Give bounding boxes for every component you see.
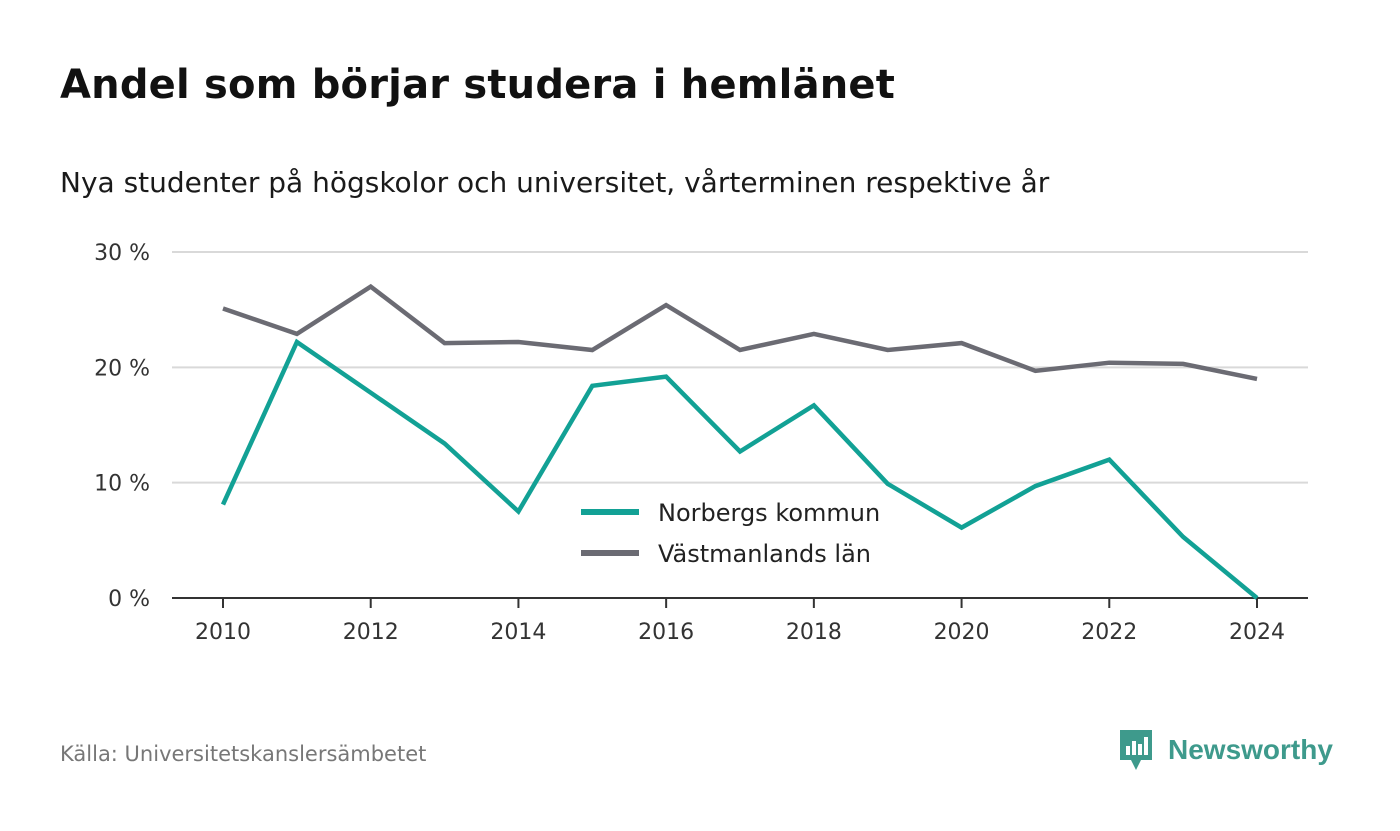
series-line-1 <box>220 338 1259 600</box>
newsworthy-logo-icon <box>1120 730 1152 770</box>
source-note: Källa: Universitetskanslersämbetet <box>60 742 427 766</box>
x-tick-label: 2016 <box>638 620 694 645</box>
y-tick-label: 0 % <box>108 587 150 612</box>
brand-logo: Newsworthy <box>1118 728 1333 772</box>
legend-label-1: Norbergs kommun <box>658 499 880 527</box>
chart-title: Andel som börjar studera i hemlänet <box>60 62 896 108</box>
chart-subtitle: Nya studenter på högskolor och universit… <box>60 166 1050 199</box>
series-line-2 <box>222 283 1258 382</box>
x-tick-label: 2012 <box>343 620 399 645</box>
y-tick-label: 30 % <box>94 241 150 266</box>
x-tick-label: 2014 <box>490 620 546 645</box>
x-tick-label: 2018 <box>786 620 842 645</box>
x-tick-label: 2010 <box>195 620 251 645</box>
y-tick-label: 20 % <box>94 356 150 381</box>
brand-name: Newsworthy <box>1168 734 1333 765</box>
x-tick-label: 2024 <box>1229 620 1285 645</box>
x-tick-label: 2022 <box>1081 620 1137 645</box>
legend-label-2: Västmanlands län <box>658 540 871 568</box>
x-tick-label: 2020 <box>934 620 990 645</box>
y-tick-label: 10 % <box>94 472 150 497</box>
